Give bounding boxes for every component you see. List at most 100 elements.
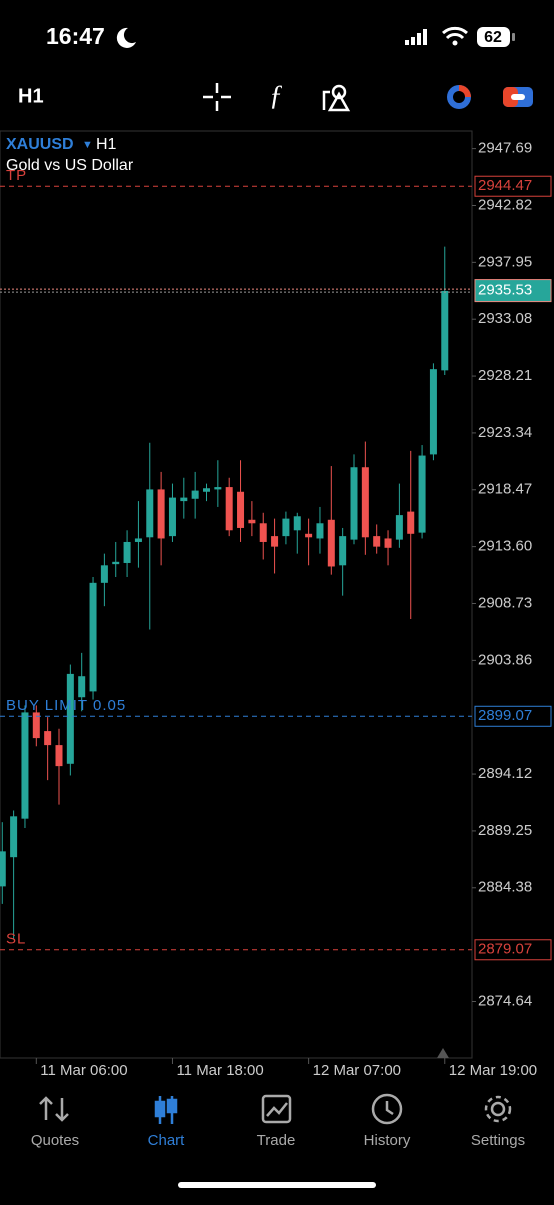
candle-body bbox=[225, 487, 233, 531]
candle-body bbox=[282, 518, 290, 537]
candle-body bbox=[259, 523, 267, 542]
candle-body bbox=[293, 516, 301, 531]
candle-body bbox=[89, 582, 97, 692]
candle-body bbox=[112, 561, 120, 565]
y-tick-label: 2947.69 bbox=[478, 140, 532, 157]
y-tick-label: 2908.73 bbox=[478, 594, 532, 611]
nav-item[interactable]: Chart bbox=[148, 1132, 186, 1149]
nav-icons bbox=[39, 1093, 512, 1125]
nav-item[interactable]: Quotes bbox=[31, 1132, 79, 1149]
candle-body bbox=[100, 565, 108, 583]
x-tick-label: 11 Mar 18:00 bbox=[176, 1062, 263, 1079]
y-tick-label: 2889.25 bbox=[478, 822, 532, 839]
candle-body bbox=[214, 487, 222, 490]
x-tick-label: 12 Mar 19:00 bbox=[449, 1062, 537, 1079]
candle-body bbox=[123, 541, 131, 563]
candle-body bbox=[407, 511, 415, 534]
candle-body bbox=[146, 489, 154, 538]
symbol[interactable]: XAUUSD bbox=[6, 136, 74, 153]
battery-tip bbox=[512, 33, 515, 41]
current-price-box bbox=[474, 279, 552, 303]
y-tick-label: 2913.60 bbox=[478, 538, 532, 555]
candle-body bbox=[384, 538, 392, 548]
candle-body bbox=[418, 455, 426, 533]
candle-body bbox=[271, 536, 279, 547]
candle-body bbox=[0, 851, 6, 887]
y-tick-label: 2884.38 bbox=[478, 879, 532, 896]
chart-frame bbox=[0, 130, 473, 1059]
candle-body bbox=[203, 488, 210, 492]
nav-item[interactable]: Settings bbox=[471, 1132, 525, 1149]
y-tick-label: 2894.12 bbox=[478, 765, 532, 782]
trade-icon[interactable] bbox=[503, 87, 533, 107]
candle-body bbox=[441, 290, 449, 371]
order-label: BUY LIMIT 0.05 bbox=[6, 697, 126, 714]
moon-icon bbox=[116, 27, 136, 48]
candle-body bbox=[157, 489, 165, 539]
candle-body bbox=[361, 467, 369, 538]
nav-bar: Quotes Chart Trade History Settings bbox=[31, 1132, 525, 1149]
objects-icon[interactable] bbox=[322, 84, 351, 112]
battery-level: 62 bbox=[484, 29, 502, 46]
candle-body bbox=[350, 467, 358, 540]
candle-body bbox=[327, 519, 335, 567]
y-tick-label: 2937.95 bbox=[478, 253, 532, 270]
level-price-box bbox=[474, 939, 552, 961]
candle-body bbox=[10, 816, 18, 858]
chart-timeframe: H1 bbox=[96, 136, 117, 153]
candle-body bbox=[66, 673, 74, 764]
candle-body bbox=[55, 745, 63, 767]
x-tick-label: 12 Mar 07:00 bbox=[313, 1062, 401, 1079]
candle-body bbox=[395, 515, 403, 540]
level-price: 2899.07 bbox=[478, 707, 532, 724]
order-label: SL bbox=[6, 931, 26, 948]
scroll-marker bbox=[437, 1048, 449, 1058]
candle-body bbox=[180, 497, 188, 502]
candle-body bbox=[191, 490, 199, 499]
y-tick-label: 2874.64 bbox=[478, 992, 532, 1009]
order-label: TP bbox=[6, 167, 27, 184]
level-price-box bbox=[474, 705, 552, 727]
y-tick-label: 2928.21 bbox=[478, 367, 532, 384]
level-price: 2944.47 bbox=[478, 177, 532, 194]
x-tick-label: 11 Mar 06:00 bbox=[40, 1062, 127, 1079]
candle-body bbox=[134, 538, 142, 542]
candle-body bbox=[44, 731, 52, 746]
candle-body bbox=[21, 712, 29, 819]
candle-body bbox=[168, 497, 176, 537]
nav-item[interactable]: History bbox=[364, 1132, 411, 1149]
wifi-dot bbox=[452, 40, 458, 46]
candle-body bbox=[248, 519, 256, 524]
crosshair-icon[interactable] bbox=[203, 83, 231, 111]
signal-icon bbox=[405, 29, 427, 45]
candle-body bbox=[237, 491, 245, 528]
wifi-icon bbox=[442, 26, 468, 40]
battery-icon bbox=[477, 27, 510, 47]
timeframe-button[interactable]: H1 bbox=[18, 85, 44, 107]
y-tick-label: 2942.82 bbox=[478, 196, 532, 213]
y-tick-label: 2933.08 bbox=[478, 310, 532, 327]
y-tick-label: 2923.34 bbox=[478, 424, 532, 441]
home-indicator bbox=[178, 1182, 376, 1188]
nav-item[interactable]: Trade bbox=[257, 1132, 296, 1149]
symbol-dropdown[interactable]: ▼ bbox=[82, 139, 93, 151]
level-price: 2879.07 bbox=[478, 941, 532, 958]
candle-body bbox=[373, 536, 381, 547]
status-time: 16:47 bbox=[46, 23, 105, 49]
candle-body bbox=[32, 712, 40, 739]
level-price-box bbox=[474, 175, 552, 197]
y-tick-label: 2918.47 bbox=[478, 481, 532, 498]
candle-body bbox=[429, 369, 437, 455]
indicators-icon[interactable]: ƒ bbox=[269, 80, 283, 111]
candle-body bbox=[316, 523, 324, 539]
current-price: 2935.53 bbox=[478, 282, 532, 299]
candle-body bbox=[305, 533, 313, 538]
candle-body bbox=[78, 676, 86, 698]
y-tick-label: 2903.86 bbox=[478, 651, 532, 668]
candle-body bbox=[339, 536, 347, 566]
account-icon[interactable] bbox=[447, 85, 471, 109]
plot bbox=[0, 246, 449, 939]
symbol-description: Gold vs US Dollar bbox=[6, 157, 134, 174]
